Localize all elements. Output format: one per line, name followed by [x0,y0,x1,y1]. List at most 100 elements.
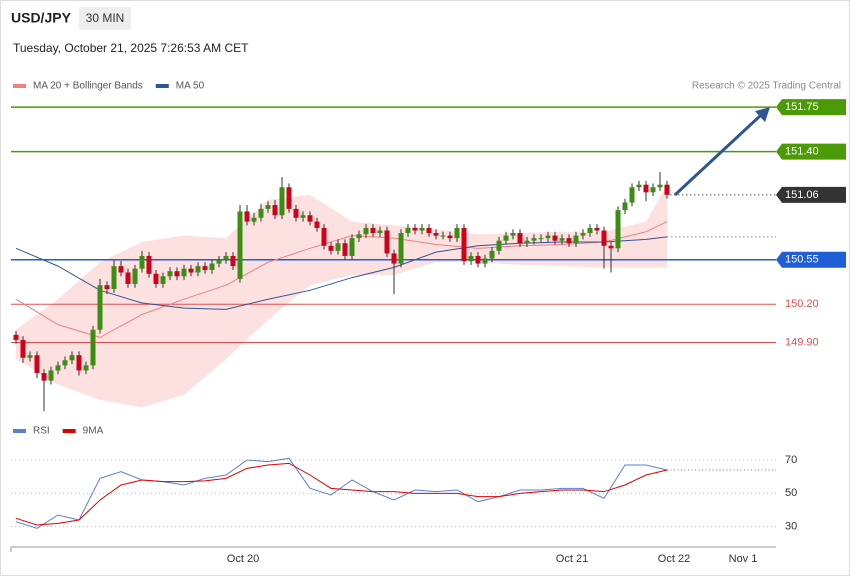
candle-body [272,205,278,216]
candle-body [342,243,348,256]
candle-body [489,250,495,259]
candle-body [650,187,656,193]
candle-body [349,238,355,256]
y-tick-label: 30 [785,521,797,533]
candle-body [566,238,572,244]
candle-body [524,240,530,244]
candle-body [328,245,334,251]
candle-body [55,365,61,371]
candle-body [48,370,54,381]
candle-body [321,227,327,246]
candle-body [461,227,467,262]
level-box [776,99,846,116]
x-tick-label: Oct 22 [658,553,690,565]
candle-body [293,208,299,218]
candle-body [426,227,432,234]
candle-body [237,211,243,279]
candle-body [615,210,621,249]
candle-body [286,187,292,209]
candle-body [356,234,362,239]
candle-body [643,184,649,193]
candle-body [209,263,215,270]
candle-body [447,235,453,239]
candle-body [90,329,96,366]
candle-body [419,227,425,231]
series-line [15,462,668,526]
candle-body [265,205,271,209]
candle-body [230,255,236,267]
legend-label: RSI [33,426,50,437]
candle-body [146,255,152,274]
legend-swatch [62,429,76,433]
candle-body [76,355,82,371]
candle-body [622,202,628,211]
candle-body [41,373,47,381]
candle-body [258,208,264,218]
candle-body [244,211,250,222]
x-tick-label: Oct 20 [227,553,259,565]
level-label: 151.40 [785,146,819,158]
candle-body [363,227,369,235]
candle-body [440,235,446,237]
interval-box [79,7,131,30]
candle-body [559,238,565,241]
y-tick-label: 70 [785,454,797,466]
candle-body [636,184,642,188]
level-box [776,143,846,160]
arrow-head [755,107,770,123]
legend-label: MA 20 + Bollinger Bands [33,81,143,92]
candle-body [412,227,418,231]
candle-body [111,266,117,290]
candle-body [496,240,502,251]
candle-body [573,235,579,244]
candle-body [300,215,306,218]
credit: Research © 2025 Trading Central [692,81,841,92]
candle-body [552,235,558,241]
candle-body [34,355,40,374]
candle-body [314,221,320,228]
legend-swatch [13,84,26,88]
candle-body [132,268,138,284]
candle-body [174,271,180,277]
candle-body [118,266,124,273]
candle-body [482,258,488,264]
candle-body [83,365,89,371]
candle-body [195,266,201,273]
candle-body [223,255,229,260]
level-box [776,186,846,203]
candle-body [398,233,404,264]
candle-body [139,255,145,269]
candle-body [62,360,68,366]
interval: 30 MIN [86,11,125,25]
candle-body [125,272,131,284]
legend-swatch [155,84,169,88]
candle-body [97,285,103,330]
series-line [15,457,668,529]
candle-body [69,355,75,361]
candle-body [188,268,194,273]
candle-body [517,233,523,244]
level-label: 149.90 [785,336,819,348]
timestamp: Tuesday, October 21, 2025 7:26:53 AM CET [13,41,249,55]
candle-body [370,227,376,234]
candle-body [545,235,551,239]
candle-body [405,227,411,234]
candle-body [510,233,516,236]
candle-body [335,243,341,251]
candle-body [167,271,173,277]
candle-body [384,230,390,254]
candle-body [202,266,208,270]
candle-body [20,339,26,358]
candle-body [13,334,19,340]
candle-body [391,253,397,264]
candle-body [468,255,474,262]
level-box [776,251,846,268]
candle-body [657,184,663,188]
candle-body [601,230,607,246]
level-label: 151.06 [785,189,819,201]
candle-body [160,276,166,284]
candle-body [503,235,509,241]
candle-body [629,187,635,203]
candle-body [664,184,670,195]
